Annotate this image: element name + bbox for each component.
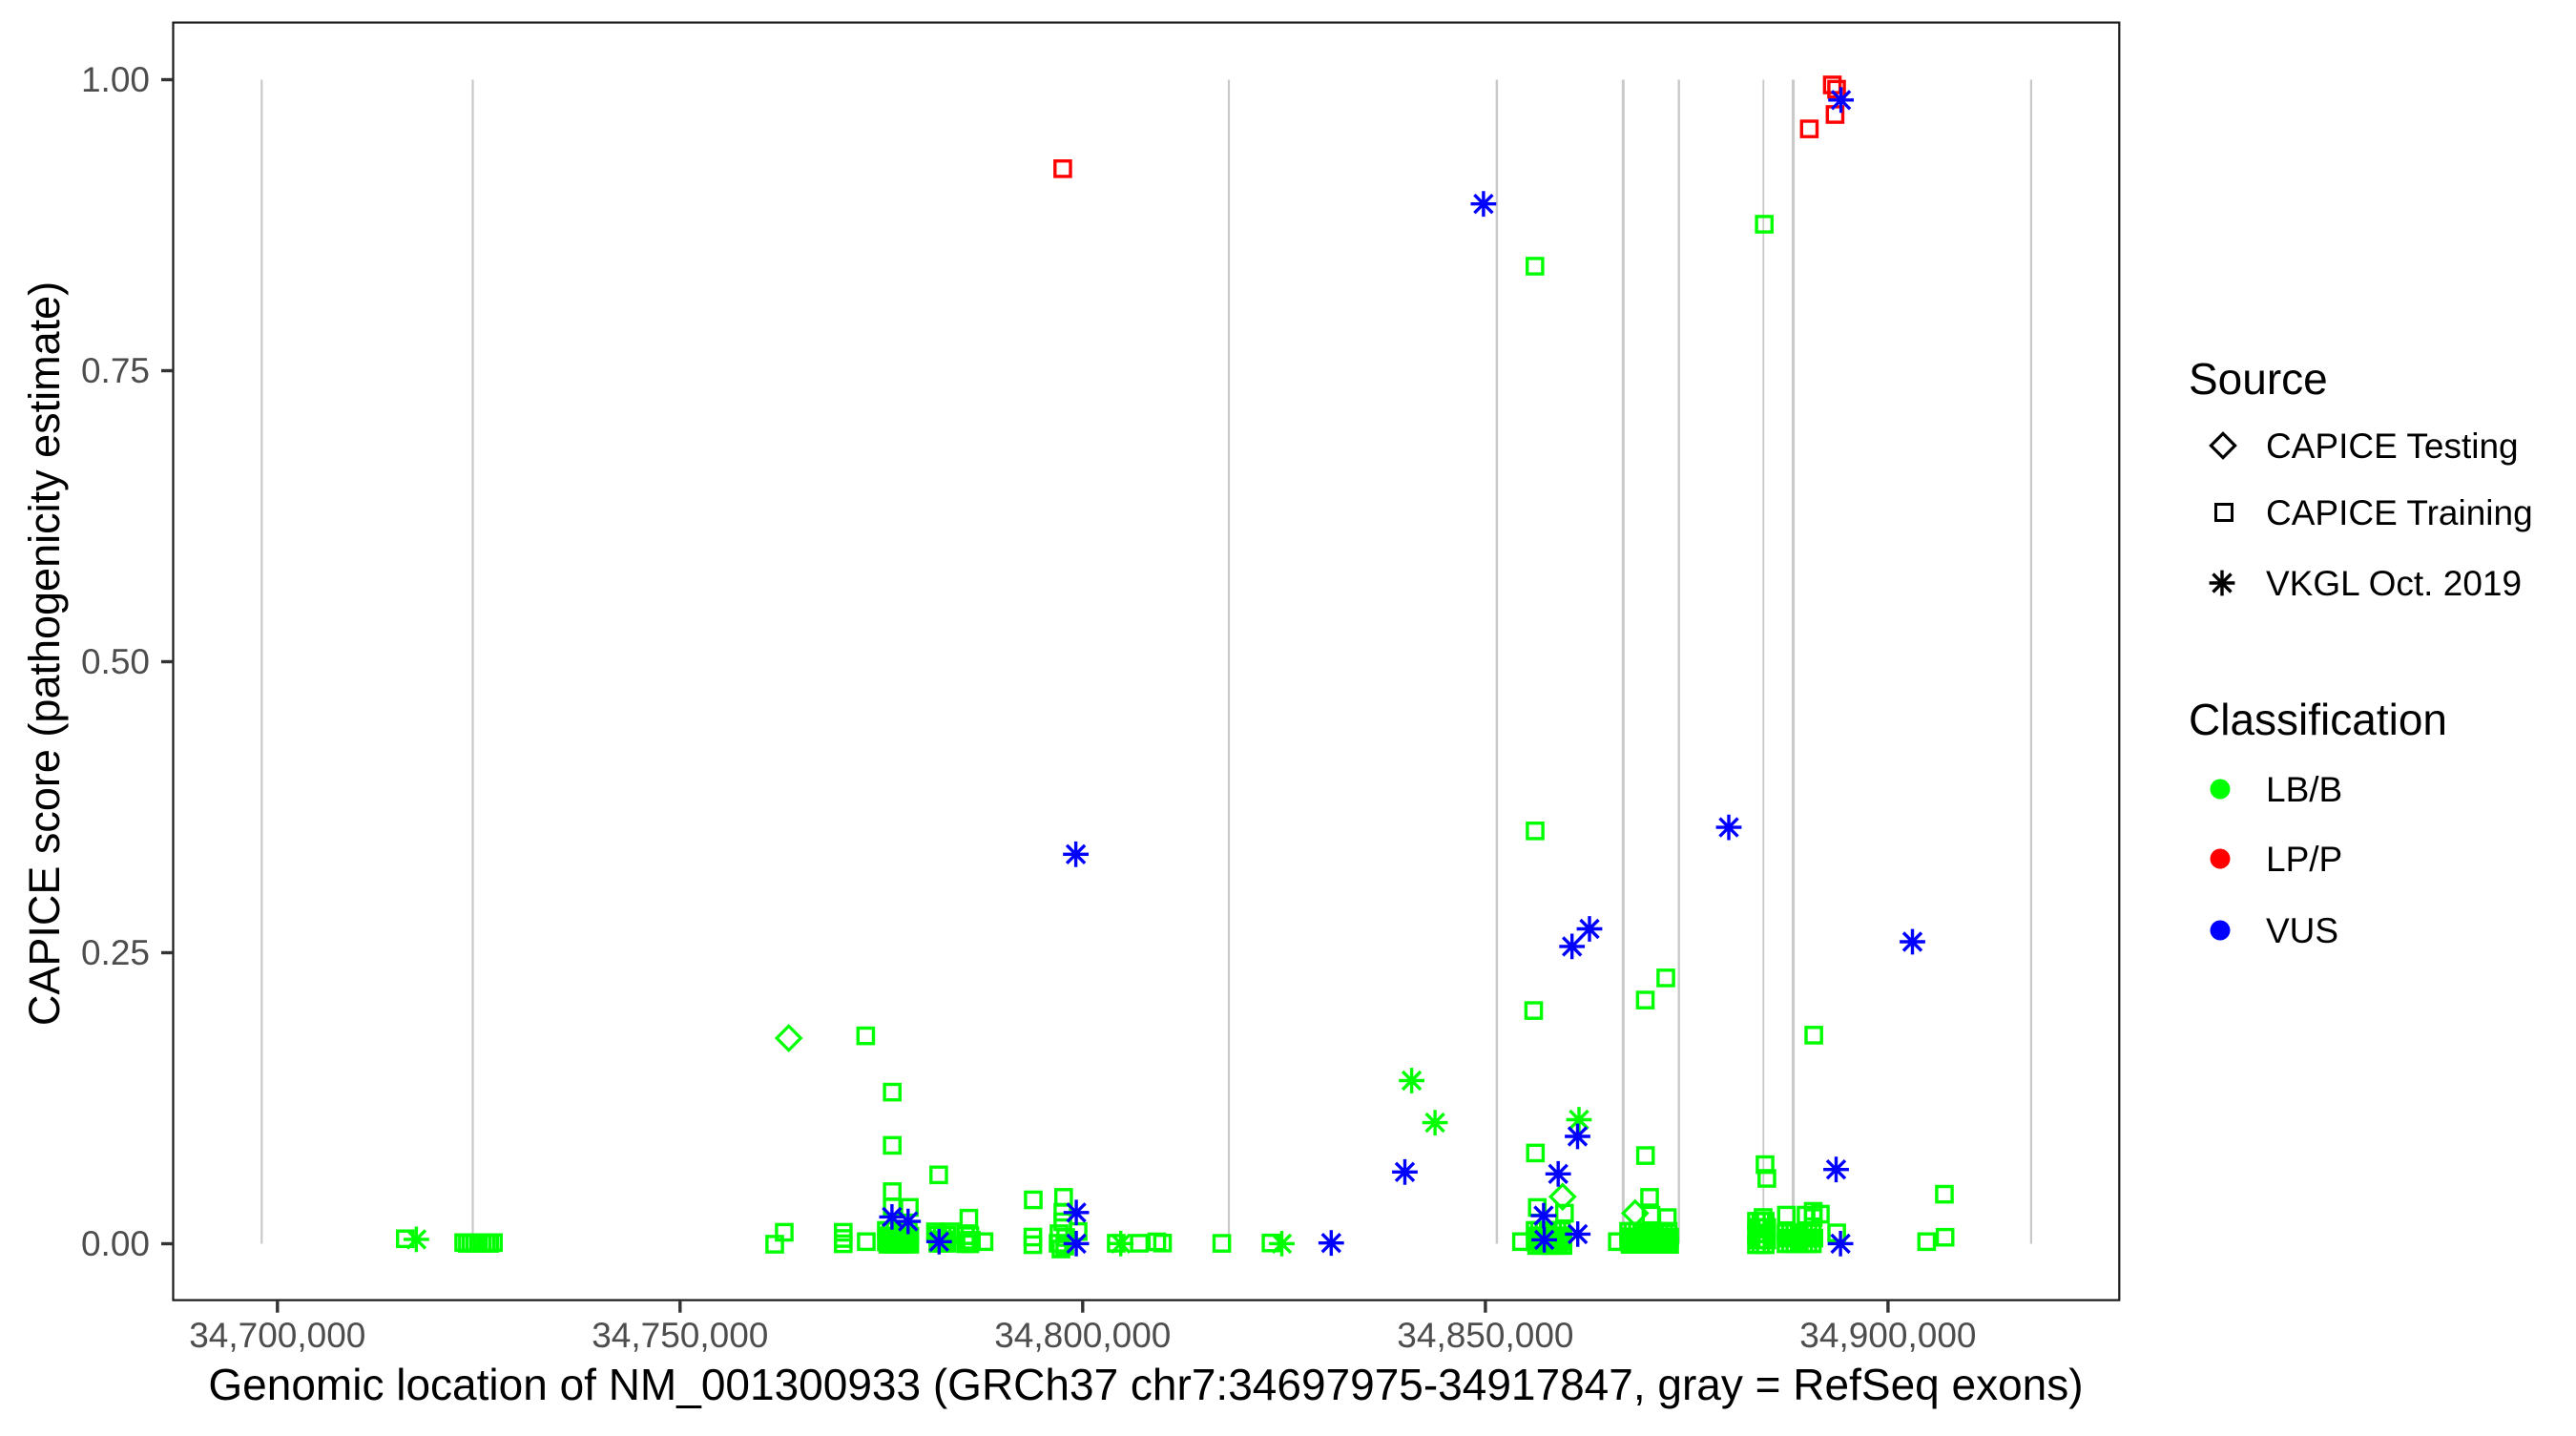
svg-text:0.25: 0.25 (81, 933, 150, 972)
svg-text:1.00: 1.00 (81, 60, 150, 99)
svg-text:34,750,000: 34,750,000 (592, 1316, 768, 1355)
svg-text:Classification: Classification (2189, 695, 2447, 744)
svg-text:0.00: 0.00 (81, 1224, 150, 1263)
svg-text:VKGL Oct. 2019: VKGL Oct. 2019 (2266, 564, 2522, 603)
svg-text:VUS: VUS (2266, 911, 2338, 950)
svg-text:CAPICE score (pathogenicity es: CAPICE score (pathogenicity estimate) (20, 281, 69, 1026)
svg-text:LB/B: LB/B (2266, 770, 2342, 809)
svg-text:34,800,000: 34,800,000 (994, 1316, 1171, 1355)
svg-text:34,700,000: 34,700,000 (189, 1316, 365, 1355)
svg-text:34,850,000: 34,850,000 (1397, 1316, 1573, 1355)
svg-text:Source: Source (2189, 354, 2328, 404)
svg-text:LP/P: LP/P (2266, 840, 2342, 879)
svg-text:0.50: 0.50 (81, 642, 150, 681)
svg-text:Genomic location of NM_0013009: Genomic location of NM_001300933 (GRCh37… (208, 1360, 2083, 1409)
svg-text:CAPICE Training: CAPICE Training (2266, 493, 2533, 532)
svg-text:0.75: 0.75 (81, 351, 150, 390)
svg-text:CAPICE Testing: CAPICE Testing (2266, 427, 2519, 466)
svg-text:34,900,000: 34,900,000 (1799, 1316, 1976, 1355)
